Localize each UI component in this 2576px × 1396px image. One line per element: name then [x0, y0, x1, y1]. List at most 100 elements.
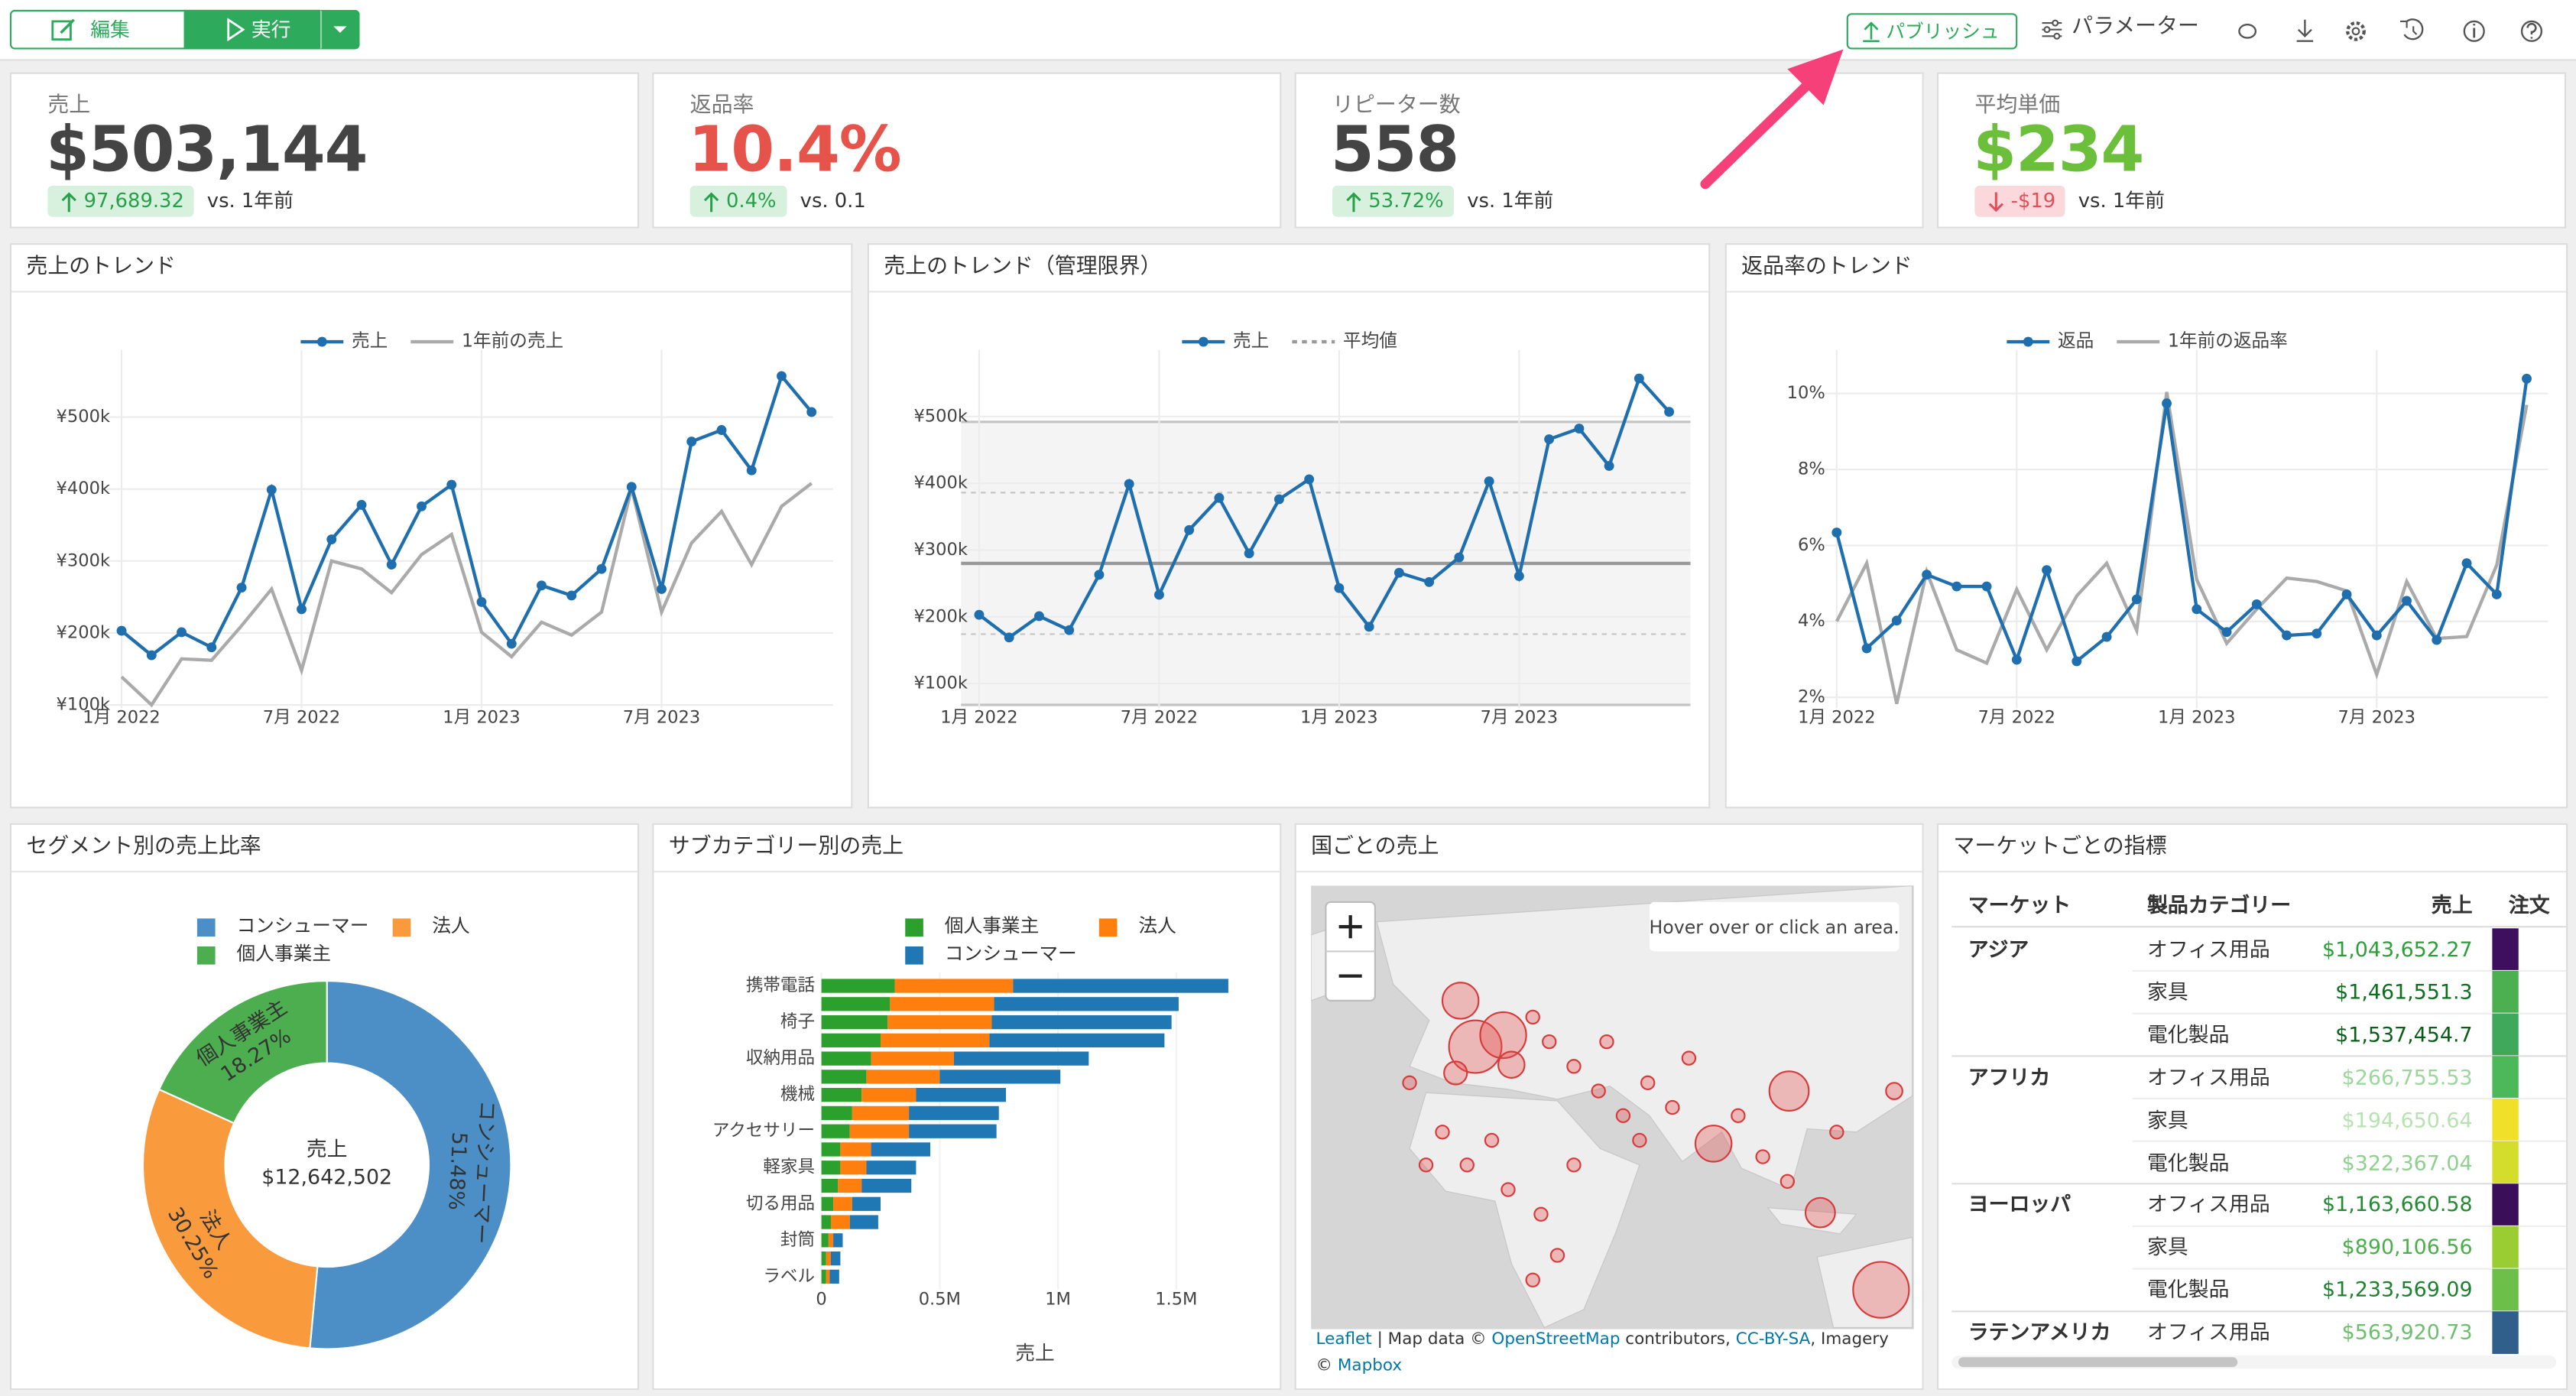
category-cell: オフィス用品	[2147, 937, 2270, 962]
history-icon[interactable]	[2400, 18, 2424, 41]
bar-segment	[833, 1233, 843, 1248]
edit-button[interactable]: 編集	[9, 9, 186, 50]
series-marker	[1831, 528, 1842, 537]
bar-segment	[861, 1178, 912, 1193]
y-tick-label: ¥500k	[57, 407, 110, 427]
kpi-compare: vs. 1年前	[206, 189, 294, 213]
kpi-card: 返品率 10.4% 0.4% vs. 0.1	[652, 72, 1282, 229]
series-marker	[1004, 632, 1014, 643]
series-marker	[417, 501, 427, 511]
map[interactable]: Hover over or click an area.	[1311, 885, 1914, 1329]
publish-button[interactable]: パブリッシュ	[1846, 13, 2018, 50]
attribution-link[interactable]: OpenStreetMap	[1491, 1330, 1621, 1349]
series-marker	[2461, 558, 2472, 569]
x-tick-label: 7月 2022	[263, 708, 340, 728]
bar-segment	[821, 1142, 841, 1157]
series-marker	[1153, 589, 1164, 600]
legend-swatch	[905, 946, 923, 965]
scrollbar-track	[1951, 1355, 2557, 1369]
series-marker	[1334, 583, 1345, 593]
x-axis-label: 売上	[1015, 1342, 1055, 1365]
series-marker	[386, 560, 397, 570]
series-marker	[1574, 424, 1585, 433]
map-land	[1311, 885, 1913, 1329]
publish-label: パブリッシュ	[1886, 19, 2000, 43]
series-marker	[1124, 479, 1134, 489]
legend-item: 売上	[1182, 330, 1269, 352]
series-marker	[297, 604, 307, 615]
info-icon[interactable]	[2463, 20, 2485, 42]
parameters-button[interactable]: パラメーター	[2040, 10, 2205, 50]
sales-cell: $1,233,569.09	[2322, 1277, 2473, 1302]
x-tick-label: 7月 2023	[1481, 708, 1558, 728]
series-marker	[446, 479, 457, 490]
series-marker	[1981, 581, 1992, 592]
legend-item: 返品	[2007, 330, 2094, 352]
category-cell: オフィス用品	[2147, 1192, 2270, 1217]
series-marker	[974, 609, 985, 620]
series-marker	[2251, 599, 2262, 609]
legend-label: 返品	[2058, 330, 2094, 352]
zoom-in[interactable]	[1338, 915, 1362, 939]
attribution-link[interactable]: Mapbox	[1337, 1356, 1403, 1375]
series-marker	[1244, 548, 1254, 559]
bar-segment	[849, 1124, 910, 1138]
bar-segment	[852, 1105, 910, 1121]
download-icon[interactable]	[2296, 19, 2314, 42]
bar-segment	[830, 1251, 841, 1266]
legend-label: 売上	[352, 330, 388, 352]
series-marker	[1304, 474, 1315, 485]
kpi-compare: vs. 1年前	[1467, 189, 1554, 213]
bar-segment	[916, 1088, 1007, 1102]
category-cell: 家具	[2147, 1234, 2188, 1259]
attribution-link[interactable]: Leaflet	[1316, 1330, 1372, 1349]
column-header: マーケット	[1968, 892, 2072, 917]
bar-segment	[821, 1051, 871, 1066]
y-tick-label: 椅子	[780, 1012, 815, 1032]
panel: マーケットごとの指標 マーケット 製品カテゴリー 売上 注文 アジア オフィス用品 $1,0…	[1936, 823, 2568, 1391]
series-marker	[1544, 434, 1555, 444]
legend-marker	[2023, 336, 2033, 347]
bar-segment	[821, 1161, 841, 1175]
settings-icon[interactable]	[2346, 21, 2366, 41]
kpi-arrow	[703, 192, 719, 213]
x-tick-label: 0.5M	[919, 1290, 961, 1310]
bar-segment	[1013, 979, 1228, 993]
legend-item: 1年前の売上	[410, 330, 563, 352]
series-line	[1835, 391, 2529, 705]
series-marker	[626, 482, 637, 492]
y-tick-label: 6%	[1798, 535, 1825, 555]
series-marker	[2371, 630, 2382, 641]
run-button[interactable]: 実行	[183, 9, 321, 50]
edit-icon	[51, 18, 75, 41]
legend-label: 個人事業主	[236, 943, 331, 965]
category-cell: 家具	[2147, 979, 2188, 1004]
series-marker	[1393, 567, 1404, 578]
series-marker	[266, 485, 277, 495]
series-marker	[2192, 604, 2202, 615]
kpi-label: 返品率	[689, 93, 754, 118]
run-dropdown[interactable]	[320, 9, 360, 50]
center-label: 売上	[307, 1138, 348, 1161]
panel-title: 国ごとの売上	[1296, 825, 1922, 873]
legend-item: 平均値	[1292, 330, 1397, 352]
donut-slice	[141, 1088, 319, 1349]
y-tick-label: 収納用品	[746, 1048, 815, 1068]
chart: 2% 4% 6% 8% 10% 1月 2022 7月 2022 1月 2023 7月 2023 返…	[1787, 330, 2548, 728]
comment-icon[interactable]	[2238, 24, 2257, 39]
series-marker	[657, 584, 667, 594]
y-tick-label: 携帯電話	[746, 976, 815, 995]
bar-segment	[821, 1015, 888, 1030]
attribution-link[interactable]: CC-BY-SA	[1735, 1330, 1811, 1349]
series-marker	[1513, 571, 1524, 581]
category-cell: 電化製品	[2147, 1149, 2230, 1174]
bar-segment	[830, 1215, 850, 1229]
legend: 売上 1年前の売上	[300, 330, 563, 352]
series-marker	[746, 465, 757, 476]
help-icon[interactable]	[2520, 20, 2543, 42]
bar-segment	[861, 1088, 917, 1102]
sales-cell: $563,920.73	[2341, 1320, 2473, 1345]
series-marker	[2162, 398, 2172, 409]
panel-title: 売上のトレンド（管理限界）	[868, 245, 1709, 293]
